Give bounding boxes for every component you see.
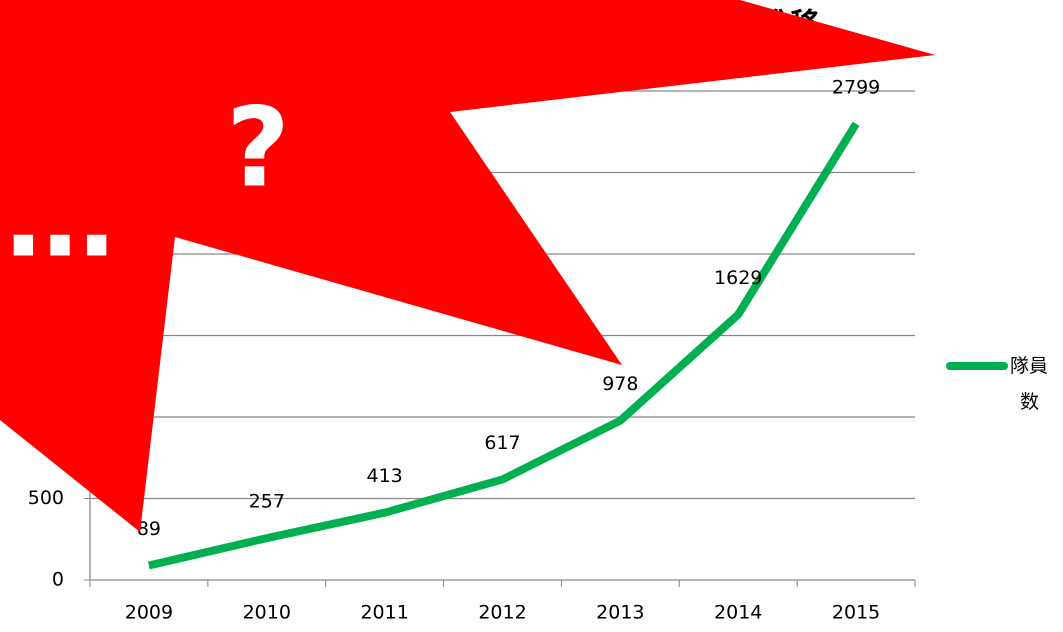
data-label: 1629 <box>714 267 762 289</box>
overlay-star <box>0 0 935 532</box>
overlay-text: … <box>5 153 115 281</box>
y-tick-label: 500 <box>28 487 64 509</box>
x-tick-label: 2009 <box>125 602 173 624</box>
legend-label: 隊員数 <box>1010 355 1048 413</box>
x-tick-label: 2011 <box>360 602 408 624</box>
x-tick-label: 2010 <box>243 602 291 624</box>
y-tick-label: 0 <box>52 569 64 591</box>
x-tick-label: 2013 <box>596 602 644 624</box>
data-label: 2799 <box>832 76 880 98</box>
chart: 推移 0500100015002000250030002009201020112… <box>0 0 1063 628</box>
data-label: 617 <box>484 432 520 454</box>
data-label: 257 <box>249 491 285 513</box>
overlay-text: ? <box>226 83 290 211</box>
data-label: 413 <box>367 465 403 487</box>
data-label: 978 <box>602 373 638 395</box>
x-tick-label: 2014 <box>714 602 762 624</box>
x-tick-label: 2012 <box>478 602 526 624</box>
x-tick-label: 2015 <box>832 602 880 624</box>
